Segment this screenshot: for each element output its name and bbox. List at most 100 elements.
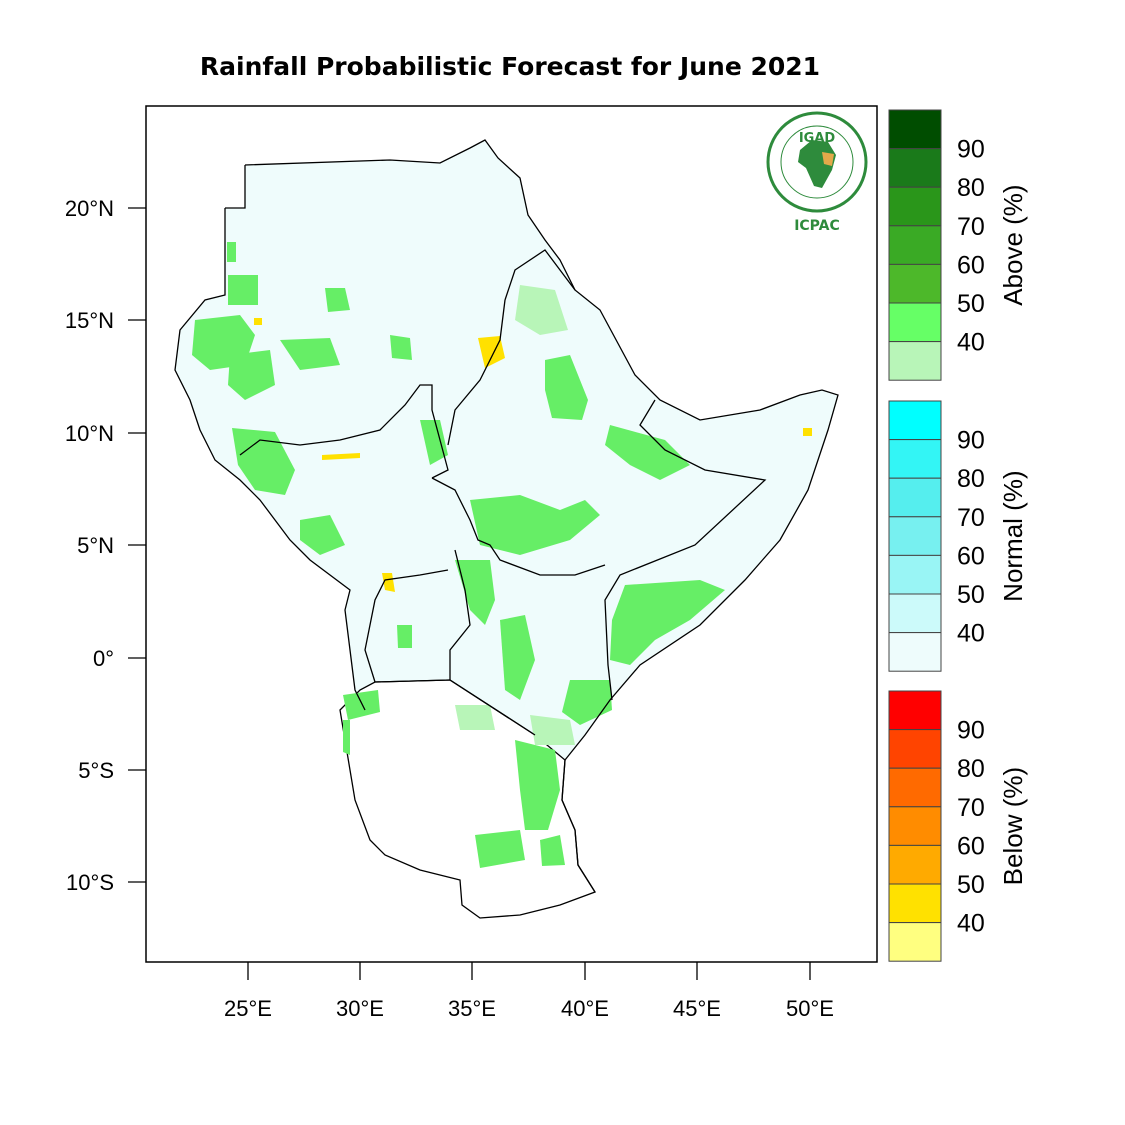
below-patch (322, 453, 360, 460)
above-light-patch (455, 705, 495, 730)
colorbar-swatch (888, 263, 942, 304)
above-patch (540, 835, 565, 866)
colorbar-swatch (888, 767, 942, 808)
above-patch (610, 580, 725, 665)
colorbar-title: Normal (%) (998, 470, 1028, 601)
colorbar-swatch (888, 632, 942, 672)
above-patch (228, 275, 258, 305)
western-border (174, 165, 366, 711)
lat-label: 0° (93, 646, 114, 671)
colorbar-below: 90 80 70 60 50 40 Below (%) (888, 690, 1028, 962)
colorbars: 90 80 70 60 50 40 Above (%) 90 80 70 60 50 40 Normal … (888, 109, 1028, 962)
above-patch (343, 720, 350, 755)
colorbar-title: Below (%) (998, 767, 1028, 885)
lon-label: 35°E (448, 996, 496, 1021)
above-patch (515, 740, 560, 830)
colorbar-tick-label: 50 (957, 581, 985, 609)
igad-icpac-logo: IGAD ICPAC (766, 111, 868, 234)
colorbar-swatch (888, 593, 942, 634)
map-title: Rainfall Probabilistic Forecast for June… (199, 52, 821, 81)
above-patch (232, 428, 295, 495)
colorbar-swatch (888, 341, 942, 381)
below-patch (254, 318, 262, 325)
lat-label: 5°S (78, 758, 114, 783)
above-patch (475, 830, 525, 868)
tanzania-coast (561, 759, 596, 893)
colorbar-swatch (888, 883, 942, 924)
colorbar-tick-label: 60 (957, 542, 985, 570)
colorbar-swatch (888, 439, 942, 479)
colorbar-tick-label: 50 (957, 871, 985, 899)
colorbar-tick-label: 90 (957, 136, 985, 164)
colorbar-swatch (888, 400, 942, 441)
colorbar-normal: 90 80 70 60 50 40 Normal (%) (888, 400, 1028, 672)
above-patch (280, 338, 340, 370)
lon-label: 25°E (224, 996, 272, 1021)
colorbar-tick-label: 40 (957, 910, 985, 938)
colorbar-tick-label: 40 (957, 620, 985, 648)
below-patch (382, 573, 395, 592)
logo-bottom-text: ICPAC (794, 218, 840, 234)
colorbar-tick-label: 40 (957, 329, 985, 357)
colorbar-above: 90 80 70 60 50 40 Above (%) (888, 109, 1028, 381)
lon-label: 30°E (336, 996, 384, 1021)
above-patch (390, 335, 412, 360)
colorbar-swatch (888, 302, 942, 343)
uganda-drc-border (364, 569, 451, 683)
south-sudan-ethiopia-border (431, 477, 606, 576)
country-borders (174, 139, 839, 893)
colorbar-tick-label: 70 (957, 213, 985, 241)
axis-ticks (128, 207, 811, 980)
logo-top-text: IGAD (799, 131, 836, 146)
colorbar-swatch (888, 109, 942, 150)
colorbar-tick-label: 90 (957, 717, 985, 745)
above-patch (397, 625, 412, 648)
lon-labels: 25°E 30°E 35°E 40°E 45°E 50°E (224, 996, 834, 1021)
colorbar-tick-label: 60 (957, 251, 985, 279)
colorbar-tick-label: 50 (957, 290, 985, 318)
colorbar-swatch (888, 186, 942, 227)
sudan-south-sudan-border (239, 384, 449, 479)
colorbar-swatch (888, 844, 942, 885)
lat-label: 10°S (66, 870, 114, 895)
colorbar-title: Above (%) (998, 184, 1028, 305)
colorbar-swatch (888, 148, 942, 188)
sudan-ethiopia-border (447, 249, 576, 446)
lon-label: 50°E (786, 996, 834, 1021)
colorbar-swatch (888, 516, 942, 556)
lat-label: 20°N (65, 196, 114, 221)
above-patch (605, 425, 690, 480)
below-patches (254, 318, 812, 592)
above-patch (500, 615, 535, 700)
above-patch (470, 495, 600, 555)
colorbar-tick-label: 80 (957, 755, 985, 783)
above-patch (420, 420, 448, 465)
above-patch (325, 288, 350, 312)
colorbar-tick-label: 70 (957, 794, 985, 822)
lon-label: 45°E (673, 996, 721, 1021)
colorbar-tick-label: 80 (957, 465, 985, 493)
colorbar-tick-label: 60 (957, 832, 985, 860)
colorbar-swatch (888, 225, 942, 265)
above-light-patches (455, 285, 575, 745)
above-light-patch (530, 715, 575, 745)
above-patch (300, 515, 345, 555)
above-patch (545, 355, 588, 420)
above-light-patch (515, 285, 568, 335)
colorbar-tick-label: 90 (957, 427, 985, 455)
outer-coastline (244, 139, 839, 761)
colorbar-tick-label: 80 (957, 174, 985, 202)
lon-label: 40°E (561, 996, 609, 1021)
below-patch (803, 428, 812, 436)
colorbar-swatch (888, 690, 942, 731)
lat-label: 5°N (77, 533, 114, 558)
lat-label: 15°N (65, 308, 114, 333)
colorbar-tick-label: 70 (957, 504, 985, 532)
above-patch (455, 560, 495, 625)
lat-labels: 20°N 15°N 10°N 5°N 0° 5°S 10°S (65, 196, 114, 895)
colorbar-swatch (888, 554, 942, 595)
uganda-kenya-border (449, 549, 536, 736)
above-patch (228, 350, 275, 400)
above-patches (192, 242, 725, 868)
